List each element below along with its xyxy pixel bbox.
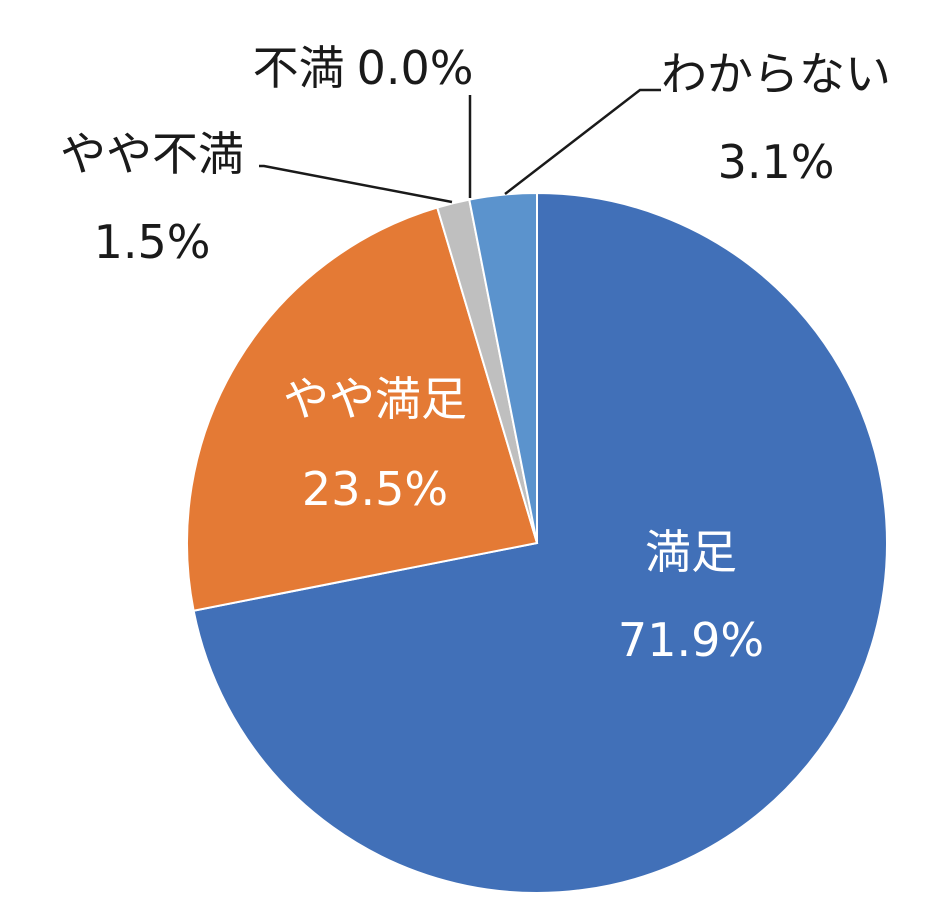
slice-value-label-satisfied: 71.9% bbox=[618, 613, 764, 667]
slice-category-label-satisfied: 満足 bbox=[645, 525, 737, 579]
slice-value-label-somewhat-satisfied: 23.5% bbox=[302, 462, 448, 516]
leader-line-unknown bbox=[504, 88, 661, 195]
slice-value-label-somewhat-dissatisfied: 1.5% bbox=[94, 215, 211, 269]
pie-slice-unknown bbox=[468, 191, 538, 544]
leader-lines bbox=[259, 88, 661, 204]
slice-category-label-unknown: わからない bbox=[661, 47, 891, 101]
slice-value-label-dissatisfied: 0.0% bbox=[357, 41, 474, 95]
data-labels: 満足 71.9% やや満足 23.5% やや不満 1.5% 不満 0.0% わから… bbox=[60, 41, 891, 667]
slice-category-label-somewhat-dissatisfied: やや不満 bbox=[60, 127, 244, 181]
leader-line-somewhat-dissatisfied bbox=[259, 164, 453, 204]
pie-slice-somewhat-satisfied bbox=[186, 206, 539, 612]
pie-slice-satisfied bbox=[192, 191, 888, 894]
pie-slices bbox=[186, 191, 888, 894]
slice-category-label-somewhat-satisfied: やや満足 bbox=[283, 372, 467, 426]
slice-value-label-unknown: 3.1% bbox=[718, 135, 835, 189]
slice-label-dissatisfied: 不満 0.0% bbox=[253, 41, 474, 95]
slice-category-label-dissatisfied: 不満 bbox=[253, 41, 345, 95]
